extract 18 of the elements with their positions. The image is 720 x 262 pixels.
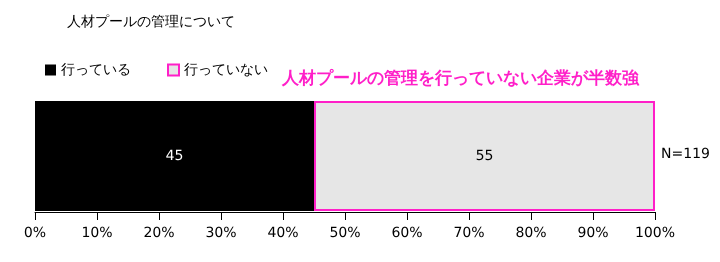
x-tick-label: 80% [515,225,547,241]
x-tick-label: 0% [24,225,46,241]
x-tick-label: 60% [391,225,423,241]
text: 人材プールの管理を行っていない企業が半数強 [281,68,640,88]
text: N=119 [661,146,710,162]
x-tick-label: 90% [577,225,609,241]
x-tick-label: 20% [143,225,175,241]
legend-label: 行っている [61,62,131,78]
x-tick-label: 100% [634,225,676,241]
x-tick-label: 50% [329,225,361,241]
x-tick-label: 40% [267,225,299,241]
legend-label: 行っていない [184,62,268,78]
data-label: 55 [476,148,494,164]
x-tick-label: 70% [453,225,485,241]
data-label: 45 [166,148,184,164]
x-tick-label: 10% [81,225,113,241]
x-tick-label: 30% [205,225,237,241]
chart-title: 人材プールの管理について [67,14,235,30]
